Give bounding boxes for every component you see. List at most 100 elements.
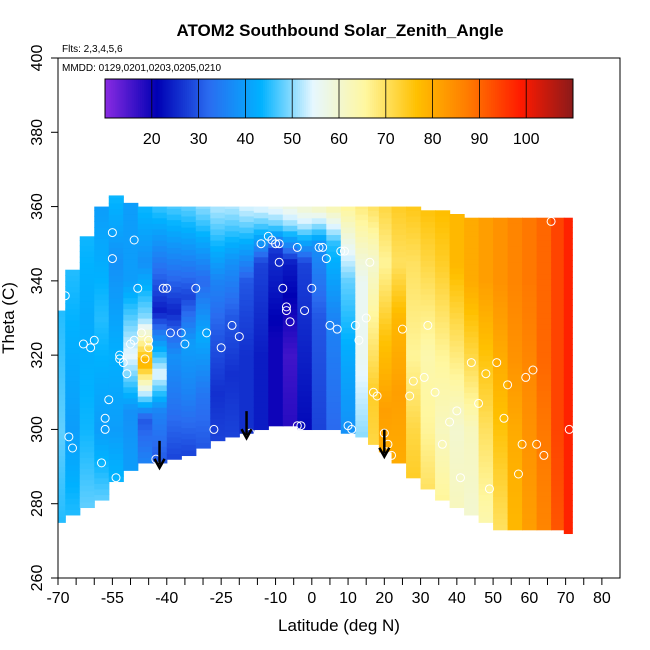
heatmap-cell [563, 438, 573, 445]
heatmap-cell [58, 488, 66, 496]
heatmap-column [493, 217, 509, 531]
heatmap-cell [123, 381, 139, 388]
heatmap-cell [224, 314, 240, 321]
heatmap-cell [65, 492, 81, 499]
colorbar-swatch [418, 79, 422, 118]
heatmap-cell [435, 327, 451, 334]
heatmap-cell [195, 420, 211, 427]
heatmap-cell [79, 407, 95, 414]
heatmap-cell [435, 316, 451, 323]
heatmap-cell [507, 474, 523, 481]
heatmap-cell [378, 217, 393, 224]
heatmap-cell [137, 290, 153, 297]
heatmap-cell [282, 280, 298, 288]
heatmap-cell [166, 431, 182, 438]
heatmap-cell [166, 225, 182, 232]
heatmap-cell [355, 425, 369, 432]
heatmap-cell [268, 342, 284, 349]
heatmap-cell [563, 427, 573, 434]
heatmap-cell [478, 511, 494, 518]
colorbar-swatch [436, 79, 439, 118]
heatmap-cell [108, 208, 124, 215]
heatmap-cell [368, 243, 380, 250]
heatmap-cell [166, 280, 182, 288]
heatmap-cell [449, 306, 465, 314]
heatmap-cell [449, 496, 465, 503]
heatmap-cell [210, 212, 226, 219]
heatmap-cell [478, 349, 494, 356]
heatmap-cell [94, 249, 110, 256]
heatmap-cell [79, 396, 95, 403]
heatmap-cell [108, 297, 124, 304]
heatmap-cell [355, 308, 369, 315]
heatmap-cell [536, 256, 552, 263]
colorbar-swatch [153, 79, 157, 118]
heatmap-cell [137, 340, 153, 347]
heatmap-cell [340, 305, 356, 312]
heatmap-cell [79, 368, 95, 375]
heatmap-cell [420, 377, 436, 384]
colorbar-swatch [235, 79, 239, 118]
heatmap-cell [507, 256, 523, 263]
heatmap-column [340, 206, 356, 434]
heatmap-cell [449, 474, 465, 481]
heatmap-cell [181, 399, 197, 406]
heatmap-cell [551, 407, 565, 414]
heatmap-cell [166, 358, 182, 366]
heatmap-cell [108, 325, 124, 332]
heatmap-cell [355, 409, 369, 416]
heatmap-cell [326, 251, 342, 258]
heatmap-cell [449, 384, 465, 392]
data-point [129, 235, 139, 245]
heatmap-cell [268, 253, 284, 260]
heatmap-cell [58, 383, 66, 390]
colorbar-swatch [286, 79, 289, 118]
heatmap-cell [368, 299, 380, 306]
heatmap-cell [522, 429, 538, 436]
heatmap-cell [239, 321, 255, 328]
heatmap-cell [563, 444, 573, 451]
heatmap-cell [435, 444, 451, 451]
colorbar-swatch [163, 79, 166, 118]
heatmap-cell [536, 312, 552, 319]
heatmap-cell [493, 279, 509, 286]
heatmap-cell [563, 399, 573, 406]
heatmap-cell [406, 277, 422, 284]
heatmap-cell [493, 357, 509, 364]
heatmap-cell [563, 321, 573, 328]
heatmap-cell [123, 442, 139, 449]
heatmap-column [224, 206, 240, 438]
data-point [86, 343, 96, 353]
heatmap-cell [391, 429, 407, 436]
heatmap-cell [239, 355, 255, 362]
heatmap-cell [123, 258, 139, 265]
heatmap-cell [210, 401, 226, 408]
heatmap-cell [478, 472, 494, 479]
heatmap-cell [391, 223, 407, 230]
heatmap-cell [311, 279, 327, 286]
heatmap-cell [65, 370, 81, 377]
heatmap-cell [522, 468, 538, 475]
heatmap-cell [311, 368, 327, 375]
heatmap-cell [507, 501, 523, 509]
heatmap-cell [378, 373, 393, 380]
heatmap-cell [355, 364, 369, 371]
arrow-marker [153, 440, 166, 471]
heatmap-cell [493, 490, 509, 497]
heatmap-cell [108, 431, 124, 438]
heatmap-cell [355, 331, 369, 338]
heatmap-cell [210, 240, 226, 247]
data-point [162, 283, 172, 293]
heatmap-cell [493, 418, 509, 425]
colorbar-swatch [374, 79, 377, 118]
heatmap-cell [391, 401, 407, 408]
heatmap-cell [65, 475, 81, 483]
heatmap-cell [406, 349, 422, 356]
heatmap-cell [378, 384, 393, 392]
heatmap-cell [355, 264, 369, 271]
data-point [361, 313, 371, 323]
heatmap-cell [311, 273, 327, 280]
heatmap-cell [311, 412, 327, 419]
heatmap-cell [522, 228, 538, 236]
heatmap-cell [536, 284, 552, 291]
